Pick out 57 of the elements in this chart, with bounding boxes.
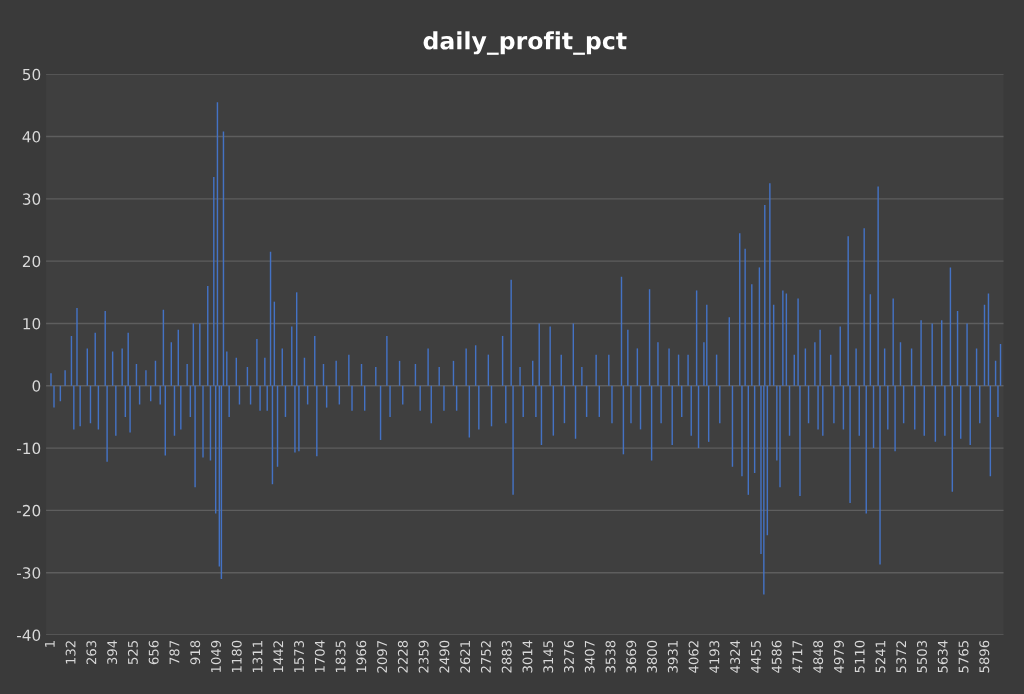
y-tick-label: 50 (22, 68, 41, 81)
x-tick-label: 2490 (439, 640, 450, 673)
x-tick-label: 2752 (480, 641, 491, 673)
x-tick-label: 525 (127, 641, 138, 665)
x-tick-label: 1573 (294, 640, 305, 672)
x-tick-label: 1442 (273, 641, 284, 672)
x-tick-label: 3145 (543, 641, 554, 673)
x-tick-label: 656 (148, 640, 159, 665)
x-tick-label: 5241 (875, 641, 886, 673)
x-tick-label: 4455 (751, 641, 761, 673)
x-tick-label: 2621 (460, 641, 471, 673)
x-tick-label: 3407 (584, 641, 595, 673)
x-tick-label: 918 (190, 640, 201, 665)
x-tick-label: 1704 (314, 640, 325, 672)
y-tick-label: 0 (32, 380, 41, 392)
y-tick-label: 40 (22, 131, 41, 143)
x-tick-label: 132 (65, 641, 76, 664)
y-tick-label: 10 (23, 317, 41, 330)
x-tick-label: 4848 (813, 640, 824, 673)
x-tick-label: 2228 (397, 640, 408, 673)
x-tick-label: 4586 (771, 640, 782, 673)
x-tick-label: 5372 (896, 641, 907, 673)
x-tick-label: 4193 (709, 640, 720, 673)
x-tick-label: 4717 (792, 641, 803, 673)
x-tick-label: 1835 (335, 641, 346, 672)
x-tick-label: 4062 (688, 641, 699, 673)
x-tick-label: 4979 (833, 640, 844, 673)
x-tick-label: 1311 (252, 641, 263, 672)
x-tick-label: 1966 (356, 640, 367, 672)
x-tick-label: 2097 (377, 641, 388, 673)
x-tick-label: 5503 (917, 640, 927, 673)
y-tick-label: -20 (17, 504, 41, 517)
x-tick-label: 3538 (605, 640, 616, 673)
chart-title: daily_profit_pct (423, 31, 627, 55)
x-tick-label: 787 (169, 641, 180, 664)
x-tick-label: 4324 (730, 640, 741, 673)
y-tick-label: -10 (17, 442, 41, 455)
y-tick-label: -40 (17, 629, 41, 642)
x-tick-label: 3931 (667, 641, 678, 673)
y-tick-label: 30 (22, 193, 41, 205)
x-tick-label: 263 (86, 640, 97, 665)
x-tick-label: 5634 (937, 640, 948, 673)
x-tick-label: 394 (107, 640, 118, 665)
x-tick-label: 3800 (647, 640, 658, 673)
x-tick-label: 2359 (418, 640, 429, 673)
x-tick-label: 1 (45, 641, 55, 647)
x-tick-label: 5896 (979, 640, 990, 673)
x-tick-label: 2883 (501, 640, 512, 673)
x-tick-label: 3276 (563, 640, 574, 673)
x-tick-label: 5765 (958, 641, 969, 673)
x-tick-label: 5110 (854, 640, 865, 673)
x-tick-label: 3669 (626, 640, 637, 673)
y-tick-label: 20 (22, 255, 41, 268)
x-tick-label: 1049 (210, 640, 221, 672)
x-tick-label: 1180 (231, 640, 242, 672)
x-tick-label: 3014 (522, 640, 533, 673)
y-tick-label: -30 (17, 567, 41, 579)
